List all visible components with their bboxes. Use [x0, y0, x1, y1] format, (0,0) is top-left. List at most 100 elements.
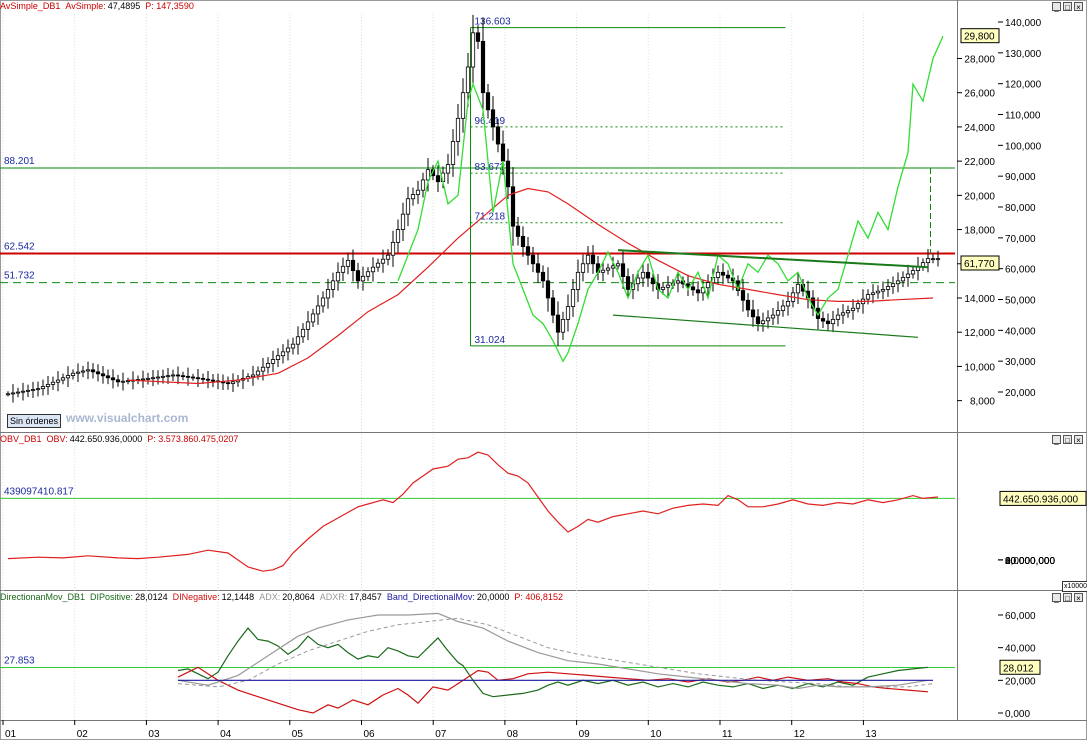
candle-up	[865, 294, 871, 300]
candle-up	[75, 371, 81, 374]
candle-up	[40, 386, 46, 390]
last-green-flag: 61,770	[964, 259, 995, 270]
candle-down	[355, 270, 361, 282]
candle-up	[230, 381, 236, 384]
candle-up	[870, 292, 876, 295]
candle-down	[195, 377, 201, 380]
candle-down	[180, 375, 186, 378]
candle-up	[385, 254, 391, 260]
green-axis-label: 80,000	[1005, 203, 1036, 214]
minimize-icon[interactable]: _	[1052, 2, 1061, 12]
candle-up	[575, 271, 581, 290]
adxr-value: 17,8457	[349, 592, 382, 602]
price-window-buttons: _ □ ×	[1052, 2, 1083, 12]
green-axis-label: 70,000	[1005, 234, 1036, 245]
green-axis-label: 140,000	[1005, 18, 1042, 29]
candle-down	[200, 377, 206, 380]
candle-up	[50, 381, 56, 385]
horizontal-level-label: 51.732	[4, 271, 35, 282]
candle-up	[45, 383, 51, 387]
last-green-flag-box	[960, 255, 1000, 271]
adxr-line	[177, 617, 934, 688]
minimize-icon[interactable]: _	[1052, 593, 1061, 603]
candle-down	[825, 320, 831, 325]
candle-up	[905, 273, 911, 278]
candle-up	[460, 92, 466, 119]
candle-up	[610, 265, 616, 269]
candle-up	[900, 277, 906, 282]
order-status-button[interactable]: Sin órdenes	[7, 414, 62, 428]
candle-up	[585, 254, 591, 265]
candle-up	[310, 313, 316, 323]
candle-up	[345, 259, 351, 267]
candle-up	[30, 389, 36, 391]
adxr-label: ADXR:	[319, 592, 348, 602]
horizontal-level-label: 88.201	[4, 156, 35, 167]
obv-axis-label: 80.000,000	[1005, 556, 1055, 567]
close-icon[interactable]: ×	[1074, 2, 1083, 12]
candle-up	[5, 393, 11, 396]
candle-up	[395, 229, 401, 243]
x-tick-label: 09	[579, 729, 591, 740]
candle-up	[140, 378, 146, 381]
support-trendline	[612, 314, 919, 338]
candle-up	[315, 305, 321, 315]
candle-up	[795, 283, 801, 294]
minimize-icon[interactable]: _	[1052, 435, 1061, 445]
adx-value: 20,8064	[282, 592, 315, 602]
candle-up	[450, 141, 456, 165]
candle-up	[370, 266, 376, 273]
candle-up	[605, 267, 611, 271]
candle-up	[665, 284, 671, 288]
candle-up	[830, 318, 836, 325]
candle-up	[420, 179, 426, 191]
candle-up	[415, 189, 421, 195]
price-axis-label: 10,000	[964, 362, 995, 373]
candle-down	[175, 374, 181, 377]
candle-up	[320, 297, 326, 307]
dm-value-flag: 28,012	[1003, 663, 1034, 674]
moving-average-line	[127, 187, 934, 385]
candle-down	[190, 376, 196, 379]
candle-down	[100, 373, 106, 377]
candle-down	[540, 271, 546, 282]
candle-down	[205, 378, 211, 381]
candle-up	[640, 271, 646, 279]
dm-p-value: P: 406,8152	[514, 592, 563, 602]
fibonacci-level-label: 136.603	[475, 17, 512, 28]
candle-up	[675, 280, 681, 284]
maximize-icon[interactable]: □	[1063, 593, 1072, 603]
x-tick-label: 07	[435, 729, 447, 740]
candle-down	[500, 143, 506, 162]
obv-panel-header: OBV_DB1 OBV: 442.650.936,0000 P: 3.573.860.…	[0, 433, 1087, 446]
price-p-value: P: 147,3590	[145, 1, 194, 11]
candle-down	[510, 186, 516, 227]
x-tick-label: 05	[292, 729, 304, 740]
candle-down	[590, 254, 596, 265]
candle-up	[405, 198, 411, 215]
candle-up	[835, 314, 841, 320]
candle-down	[530, 254, 536, 265]
dm-panel-header: DirectionanMov_DB1 DIPositive: 28,0124 DINe…	[0, 591, 1087, 604]
obv-indicator-name: OBV_DB1	[0, 434, 42, 444]
maximize-icon[interactable]: □	[1063, 435, 1072, 445]
candle-down	[520, 235, 526, 248]
candle-up	[375, 262, 381, 268]
dm-value-flag-box	[999, 659, 1041, 675]
x-tick-label: 13	[865, 729, 877, 740]
close-icon[interactable]: ×	[1074, 435, 1083, 445]
candle-up	[560, 318, 566, 333]
green-axis-label: 120,000	[1005, 80, 1042, 91]
candle-up	[410, 194, 416, 200]
obv-scale-flag: x10000	[1062, 581, 1087, 592]
close-icon[interactable]: ×	[1074, 593, 1083, 603]
green-axis-label: 60,000	[1005, 265, 1036, 276]
candle-up	[600, 269, 606, 273]
obv-window-buttons: _ □ ×	[1052, 435, 1083, 445]
candle-down	[525, 246, 531, 256]
maximize-icon[interactable]: □	[1063, 2, 1072, 12]
candle-up	[850, 307, 856, 311]
x-tick-label: 12	[794, 729, 806, 740]
candle-down	[755, 316, 761, 325]
x-tick-label: 02	[77, 729, 89, 740]
